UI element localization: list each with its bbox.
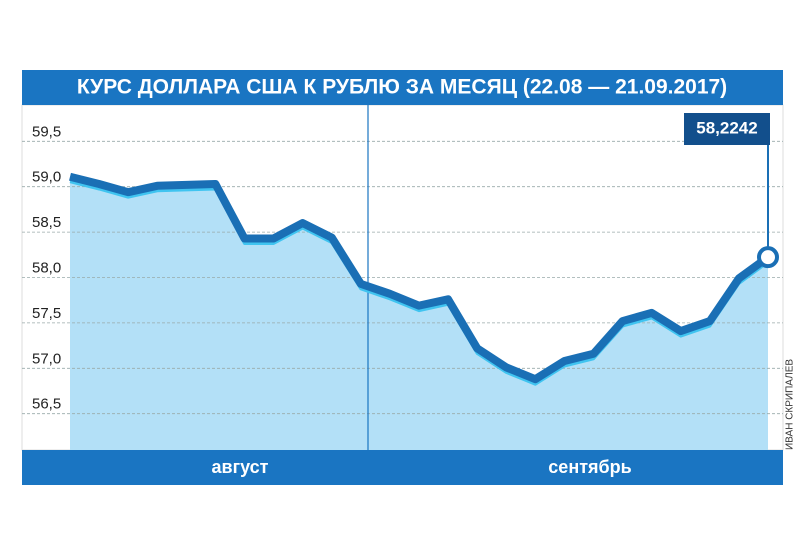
line-shadow bbox=[69, 180, 769, 386]
y-tick-label: 57,0 bbox=[32, 350, 61, 367]
area-fill bbox=[70, 176, 768, 450]
y-tick-label: 59,5 bbox=[32, 123, 61, 140]
last-point-marker bbox=[757, 246, 779, 269]
y-tick-label: 56,5 bbox=[32, 396, 61, 413]
title-bar bbox=[22, 70, 783, 105]
y-tick-label: 57,5 bbox=[32, 305, 61, 322]
credit: ИВАН СКРИПАЛЕВ bbox=[785, 359, 796, 450]
month-bar bbox=[22, 450, 783, 485]
month-label: сентябрь bbox=[548, 457, 631, 477]
month-label: август bbox=[212, 457, 269, 477]
y-tick-label: 59,0 bbox=[32, 169, 61, 186]
value-label: 58,2242 bbox=[696, 118, 757, 137]
y-tick-label: 58,5 bbox=[32, 214, 61, 231]
line bbox=[69, 172, 771, 384]
y-tick-label: 58,0 bbox=[32, 259, 61, 276]
callout-box bbox=[684, 113, 770, 145]
chart-title: КУРС ДОЛЛАРА США К РУБЛЮ ЗА МЕСЯЦ (22.08… bbox=[77, 76, 727, 99]
